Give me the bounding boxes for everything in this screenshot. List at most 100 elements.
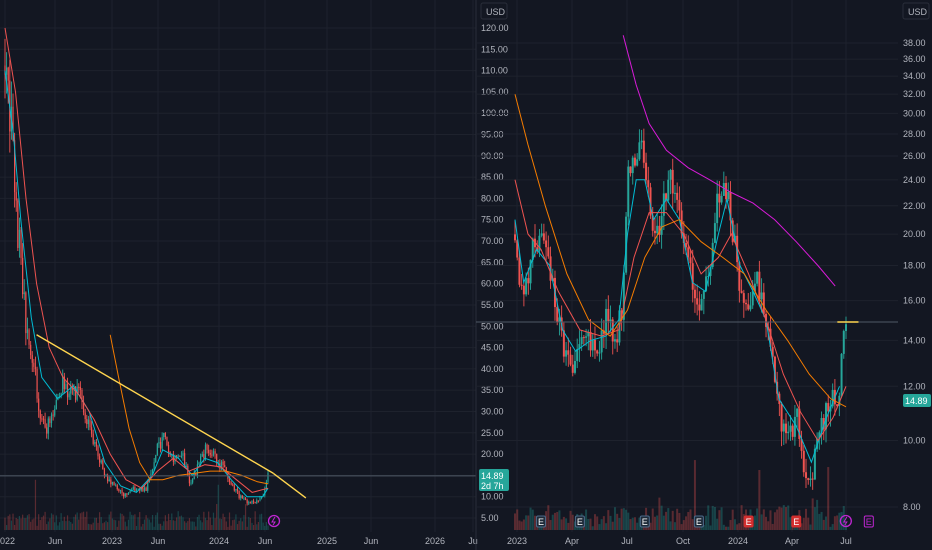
candle-up (711, 242, 714, 267)
lightning-icon[interactable] (267, 514, 281, 528)
right-time-axis[interactable]: 2023 Apr Jul Oct 2024 Apr Jul (507, 536, 852, 546)
y-tick-label: 32.00 (903, 89, 926, 99)
volume-bar (161, 525, 163, 530)
earnings-marker[interactable]: E (693, 515, 704, 528)
candle-up (190, 482, 192, 484)
left-time-axis[interactable]: 2022 Jun 2023 Jun 2024 Jun 2025 Jun 2026 Ju (0, 536, 478, 546)
volume-bar (14, 524, 16, 530)
lightning-icon[interactable] (839, 514, 852, 528)
left-dividend-marker[interactable] (267, 514, 281, 528)
volume-bar (707, 505, 710, 530)
right-chart-panel[interactable]: 8.00 10.00 12.00 14.00 16.00 18.00 20.00 22.00 2… (476, 0, 931, 546)
candle-down (241, 495, 243, 499)
left-price-badge-value: 14.89 (481, 471, 504, 481)
candle-down (629, 166, 632, 174)
volume-bar (625, 509, 628, 530)
y-tick-label: 50.00 (481, 321, 504, 331)
candle-up (151, 469, 154, 474)
volume-bar (204, 517, 207, 530)
right-price-axis[interactable]: 8.00 10.00 12.00 14.00 16.00 18.00 20.00 22.00 2… (903, 38, 926, 512)
volume-bar (123, 515, 125, 530)
trendline-extension[interactable] (272, 472, 307, 499)
volume-bar (829, 526, 832, 530)
volume-bar (822, 519, 825, 530)
volume-bar (676, 508, 679, 530)
volume-bar (516, 509, 519, 530)
candle-down (693, 289, 696, 299)
volume-bar (62, 520, 64, 530)
volume-bar (214, 518, 216, 530)
y-tick-label: 70.00 (481, 236, 504, 246)
earnings-badge[interactable] (639, 515, 650, 528)
candle-up (713, 223, 716, 243)
dividend-marker[interactable] (839, 514, 852, 528)
candle-up (163, 432, 165, 438)
volume-bar (182, 517, 184, 530)
earnings-badge[interactable] (574, 515, 585, 528)
candle-up (156, 443, 158, 456)
candle-down (30, 344, 32, 356)
volume-bar (159, 523, 162, 530)
left-trendline[interactable] (36, 334, 307, 499)
candle-down (771, 346, 774, 357)
earnings-marker[interactable]: E (574, 515, 585, 528)
volume-bar (135, 526, 138, 530)
volume-bar (41, 517, 43, 530)
volume-bar (167, 513, 170, 530)
candle-down (547, 247, 550, 257)
volume-bar (765, 516, 768, 530)
volume-bar (211, 525, 213, 530)
volume-bar (567, 522, 570, 530)
volume-bar (228, 512, 231, 530)
volume-bar (816, 499, 819, 530)
earnings-badge[interactable] (693, 515, 704, 528)
earnings-badge[interactable] (535, 515, 546, 528)
earnings-marker[interactable]: E (743, 515, 754, 528)
candle-down (798, 408, 801, 439)
volume-bar (84, 516, 86, 530)
volume-bar (113, 519, 115, 530)
volume-bar (633, 517, 636, 530)
candle-up (609, 319, 612, 322)
volume-bar (782, 505, 785, 530)
earnings-marker[interactable]: E (639, 515, 650, 528)
left-chart-panel[interactable]: 5.0010.0015.0020.0025.0030.0035.0040.004… (0, 0, 509, 546)
candle-down (545, 240, 548, 248)
volume-bar (709, 525, 712, 530)
candle-down (84, 412, 86, 419)
x-tick-label: Apr (565, 536, 579, 546)
volume-bar (70, 522, 72, 530)
earnings-badge[interactable] (863, 515, 874, 528)
candle-up (47, 418, 49, 434)
candle-up (591, 339, 594, 351)
volume-bar (571, 514, 574, 530)
candle-up (627, 166, 630, 217)
volume-bar (23, 518, 25, 530)
candle-up (796, 408, 799, 417)
candle-down (134, 487, 136, 491)
candle-up (198, 462, 200, 465)
candle-up (267, 472, 269, 482)
candle-down (222, 461, 224, 466)
earnings-badge[interactable] (791, 515, 802, 528)
earnings-marker[interactable]: E (791, 515, 802, 528)
volume-bar (825, 516, 828, 530)
earnings-badge[interactable] (743, 515, 754, 528)
candle-up (70, 386, 72, 394)
volume-bar (227, 526, 229, 530)
volume-bar (115, 520, 117, 530)
candle-up (751, 291, 754, 306)
volume-bar (671, 510, 674, 530)
candle-up (135, 489, 138, 491)
volume-bar (7, 515, 9, 530)
left-price-badge-box (479, 469, 509, 491)
volume-bar (124, 521, 126, 530)
candle-up (243, 498, 245, 500)
candle-up (840, 353, 843, 396)
candle-down (687, 247, 690, 258)
trendline-segment[interactable] (36, 334, 274, 474)
upcoming-earnings-marker[interactable]: E (863, 515, 874, 528)
earnings-marker[interactable]: E (535, 515, 546, 528)
volume-bar (217, 484, 219, 530)
